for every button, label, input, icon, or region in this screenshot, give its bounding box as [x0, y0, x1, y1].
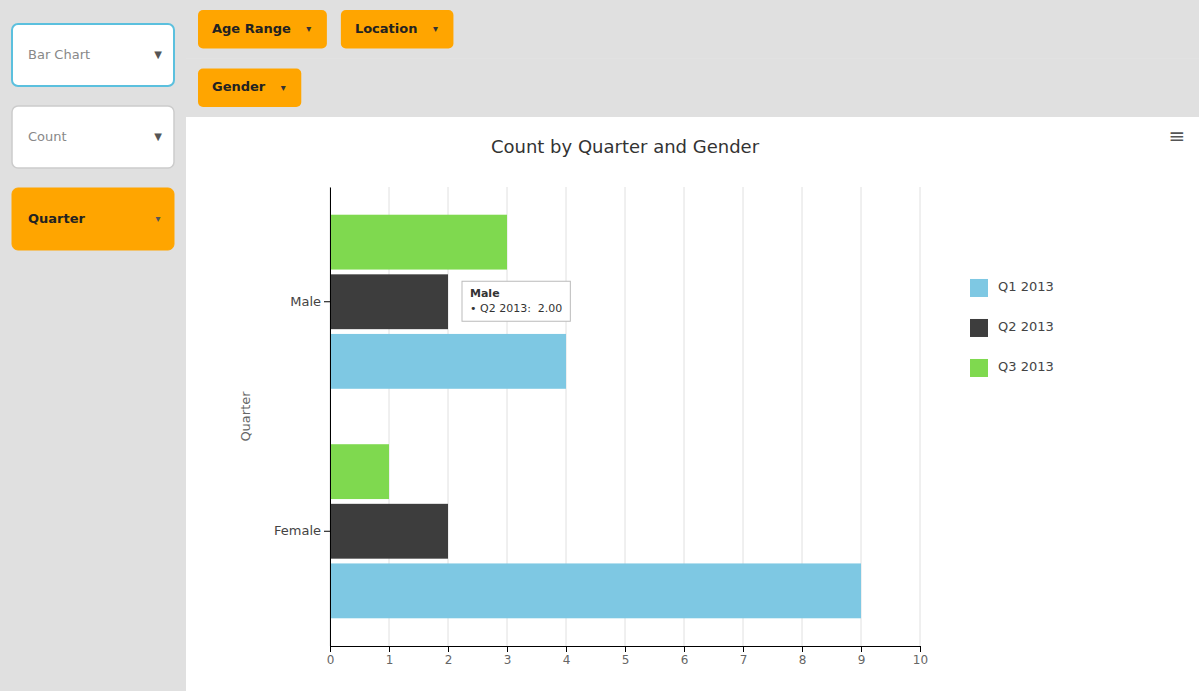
- y-tick: Male: [290, 294, 330, 309]
- sidebar-button-box[interactable]: [12, 106, 174, 168]
- x-tick-mark: [566, 646, 567, 652]
- sidebar: [0, 0, 186, 691]
- x-tick-label: 5: [622, 653, 630, 667]
- toolbar-button-label[interactable]: Age Range: [212, 21, 291, 36]
- toolbar-button-box[interactable]: [198, 69, 301, 108]
- x-tick: 1: [386, 646, 394, 667]
- sidebar-button-icon[interactable]: ▼: [154, 131, 162, 142]
- x-tick-mark: [743, 646, 744, 652]
- toolbar-button-box[interactable]: [198, 10, 327, 49]
- toolbar-button-icon[interactable]: ▾: [433, 23, 438, 34]
- x-tick-mark: [802, 646, 803, 652]
- legend-item[interactable]: Q1 2013: [970, 279, 1054, 297]
- y-axis-line: [330, 188, 331, 647]
- x-tick-mark: [448, 646, 449, 652]
- legend-swatch[interactable]: [970, 359, 988, 377]
- page: Bar Chart▼Count▼Quarter▾Age Range▾Locati…: [0, 0, 1199, 691]
- legend: Q1 2013 Q2 2013 Q3 2013: [970, 279, 1054, 377]
- tooltip: Male• Q2 2013: 2.00: [462, 281, 570, 321]
- toolbar-button-label[interactable]: Gender: [212, 79, 266, 94]
- legend-item[interactable]: Q3 2013: [970, 359, 1054, 377]
- x-tick-label: 10: [913, 653, 928, 667]
- toolbar-button-icon[interactable]: ▾: [281, 82, 286, 93]
- x-tick-label: 6: [681, 653, 689, 667]
- x-tick-label: 9: [858, 653, 866, 667]
- bar[interactable]: [330, 274, 448, 329]
- legend-label[interactable]: Q1 2013: [998, 279, 1054, 294]
- x-tick: 6: [681, 646, 689, 667]
- toolbar-button-icon[interactable]: ▾: [306, 23, 311, 34]
- y-tick-mark: [324, 531, 330, 532]
- menu-icon[interactable]: ≡: [1169, 124, 1186, 148]
- x-tick: 4: [563, 646, 571, 667]
- bars: [330, 215, 861, 619]
- sidebar-button-icon[interactable]: ▼: [154, 49, 162, 60]
- grid-line: [330, 187, 331, 646]
- legend-label[interactable]: Q2 2013: [998, 319, 1054, 334]
- x-tick-label: 4: [563, 653, 571, 667]
- x-tick: 10: [913, 646, 928, 667]
- tooltip-text: Male• Q2 2013: 2.00: [470, 287, 562, 315]
- bar[interactable]: [330, 563, 861, 618]
- x-tick-mark: [684, 646, 685, 652]
- grid: [330, 187, 920, 646]
- toolbar-button[interactable]: Age Range ▾: [198, 10, 327, 49]
- sidebar-button[interactable]: Count ▼: [12, 106, 174, 168]
- x-tick-label: 8: [799, 653, 807, 667]
- plot: 0 1 2 3 4 5 6 7 8 9 10 Male Female: [274, 187, 928, 667]
- legend-swatch[interactable]: [970, 319, 988, 337]
- tooltip-box: [462, 281, 570, 321]
- toolbar-button[interactable]: Location ▾: [341, 10, 454, 49]
- x-axis: 0 1 2 3 4 5 6 7 8 9 10: [327, 646, 928, 667]
- toolbar: [186, 59, 1199, 118]
- x-tick: 7: [740, 646, 748, 667]
- sidebar-button-label[interactable]: Quarter: [28, 211, 86, 226]
- x-tick-mark: [507, 646, 508, 652]
- bar[interactable]: [330, 215, 507, 270]
- x-tick-label: 3: [504, 653, 512, 667]
- x-tick-label: 2: [445, 653, 453, 667]
- grid-line: [920, 187, 921, 646]
- toolbar: [186, 0, 1199, 59]
- bar[interactable]: [330, 334, 566, 389]
- y-tick-label: Female: [274, 523, 321, 538]
- chart-title: Count by Quarter and Gender: [491, 136, 760, 157]
- x-tick: 2: [445, 646, 453, 667]
- sidebar-button-box[interactable]: [12, 188, 174, 250]
- x-tick: 9: [858, 646, 866, 667]
- x-tick: 3: [504, 646, 512, 667]
- y-tick-mark: [324, 301, 330, 302]
- sidebar-button[interactable]: Bar Chart ▼: [12, 24, 174, 86]
- toolbar-button-box[interactable]: [341, 10, 454, 49]
- sidebar-button-box[interactable]: [12, 24, 174, 86]
- x-tick-mark: [625, 646, 626, 652]
- sidebar-button-label[interactable]: Bar Chart: [28, 47, 90, 62]
- x-tick-mark: [389, 646, 390, 652]
- toolbar-button[interactable]: Gender ▾: [198, 69, 301, 108]
- sidebar-button-label[interactable]: Count: [28, 129, 67, 144]
- sidebar-button[interactable]: Quarter ▾: [12, 188, 174, 250]
- x-tick-mark: [920, 646, 921, 652]
- bar[interactable]: [330, 444, 389, 499]
- x-tick-label: 1: [386, 653, 394, 667]
- legend-swatch[interactable]: [970, 279, 988, 297]
- legend-item[interactable]: Q2 2013: [970, 319, 1054, 337]
- x-tick-label: 0: [327, 653, 335, 667]
- y-tick: Female: [274, 523, 330, 538]
- sidebar-button-icon[interactable]: ▾: [155, 213, 160, 224]
- x-tick-label: 7: [740, 653, 748, 667]
- y-axis-title: Quarter: [238, 391, 253, 442]
- x-tick-mark: [861, 646, 862, 652]
- x-tick: 8: [799, 646, 807, 667]
- chart-background: [186, 117, 1199, 691]
- y-tick-label: Male: [290, 294, 321, 309]
- toolbar-button-label[interactable]: Location: [355, 21, 418, 36]
- y-axis: Male Female: [274, 188, 331, 647]
- x-tick: 0: [327, 646, 335, 667]
- legend-label[interactable]: Q3 2013: [998, 359, 1054, 374]
- x-tick-mark: [330, 646, 331, 652]
- bar[interactable]: [330, 504, 448, 559]
- x-tick: 5: [622, 646, 630, 667]
